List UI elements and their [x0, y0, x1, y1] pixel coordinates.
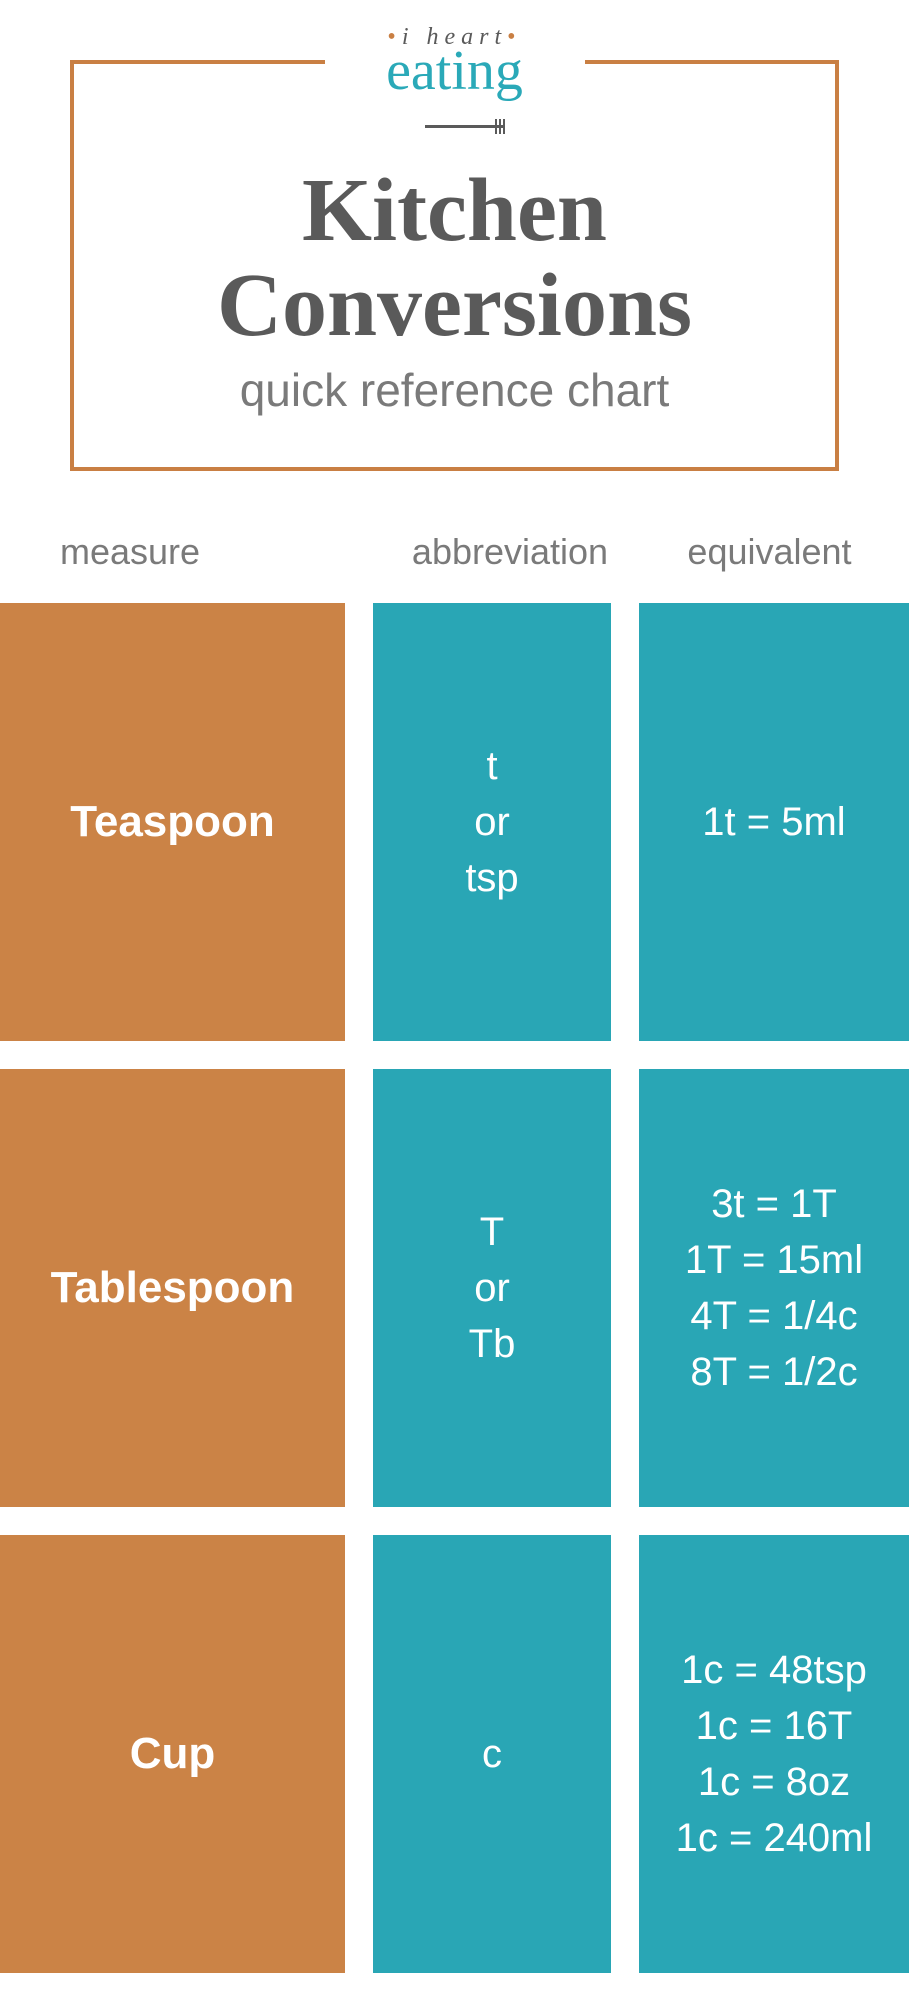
logo-script-text: eating — [345, 46, 565, 147]
equiv-line: 1T = 15ml — [685, 1232, 863, 1288]
abbreviation-cell: TorTb — [373, 1069, 611, 1507]
header-box: •i heart• eating Kitchen Conversions qui… — [70, 60, 839, 471]
equivalent-cell: 3t = 1T1T = 15ml4T = 1/4c8T = 1/2c — [639, 1069, 909, 1507]
abbrev-line: Tb — [469, 1316, 516, 1372]
equiv-line: 1c = 240ml — [676, 1810, 873, 1866]
abbrev-line: tsp — [465, 850, 518, 906]
page-title: Kitchen Conversions — [104, 164, 805, 353]
abbrev-line: t — [486, 738, 497, 794]
equivalent-cell: 1c = 48tsp1c = 16T1c = 8oz1c = 240ml — [639, 1535, 909, 1973]
equiv-line: 8T = 1/2c — [690, 1344, 857, 1400]
equiv-line: 1c = 16T — [696, 1698, 853, 1754]
equiv-line: 3t = 1T — [711, 1176, 837, 1232]
equiv-line: 1c = 8oz — [698, 1754, 850, 1810]
fork-icon — [425, 125, 505, 128]
logo: •i heart• eating — [325, 24, 585, 147]
equivalent-cell: 1t = 5ml — [639, 603, 909, 1041]
equiv-line: 4T = 1/4c — [690, 1288, 857, 1344]
conversion-rows: Teaspoontortsp1t = 5mlTablespoonTorTb3t … — [0, 603, 909, 1973]
table-row: TablespoonTorTb3t = 1T1T = 15ml4T = 1/4c… — [0, 1069, 909, 1507]
equiv-line: 1t = 5ml — [702, 794, 845, 850]
abbrev-line: c — [482, 1726, 502, 1782]
abbreviation-cell: tortsp — [373, 603, 611, 1041]
abbrev-line: or — [474, 794, 510, 850]
col-header-abbreviation: abbreviation — [360, 531, 660, 573]
column-headers: measure abbreviation equivalent — [0, 531, 909, 573]
col-header-measure: measure — [60, 531, 360, 573]
measure-cell: Tablespoon — [0, 1069, 345, 1507]
equiv-line: 1c = 48tsp — [681, 1642, 867, 1698]
col-header-equivalent: equivalent — [660, 531, 879, 573]
page-subtitle: quick reference chart — [104, 363, 805, 417]
measure-cell: Cup — [0, 1535, 345, 1973]
table-row: Cup c 1c = 48tsp1c = 16T1c = 8oz1c = 240ml — [0, 1535, 909, 1973]
table-row: Teaspoontortsp1t = 5ml — [0, 603, 909, 1041]
abbrev-line: T — [480, 1204, 504, 1260]
abbreviation-cell: c — [373, 1535, 611, 1973]
abbrev-line: or — [474, 1260, 510, 1316]
measure-cell: Teaspoon — [0, 603, 345, 1041]
